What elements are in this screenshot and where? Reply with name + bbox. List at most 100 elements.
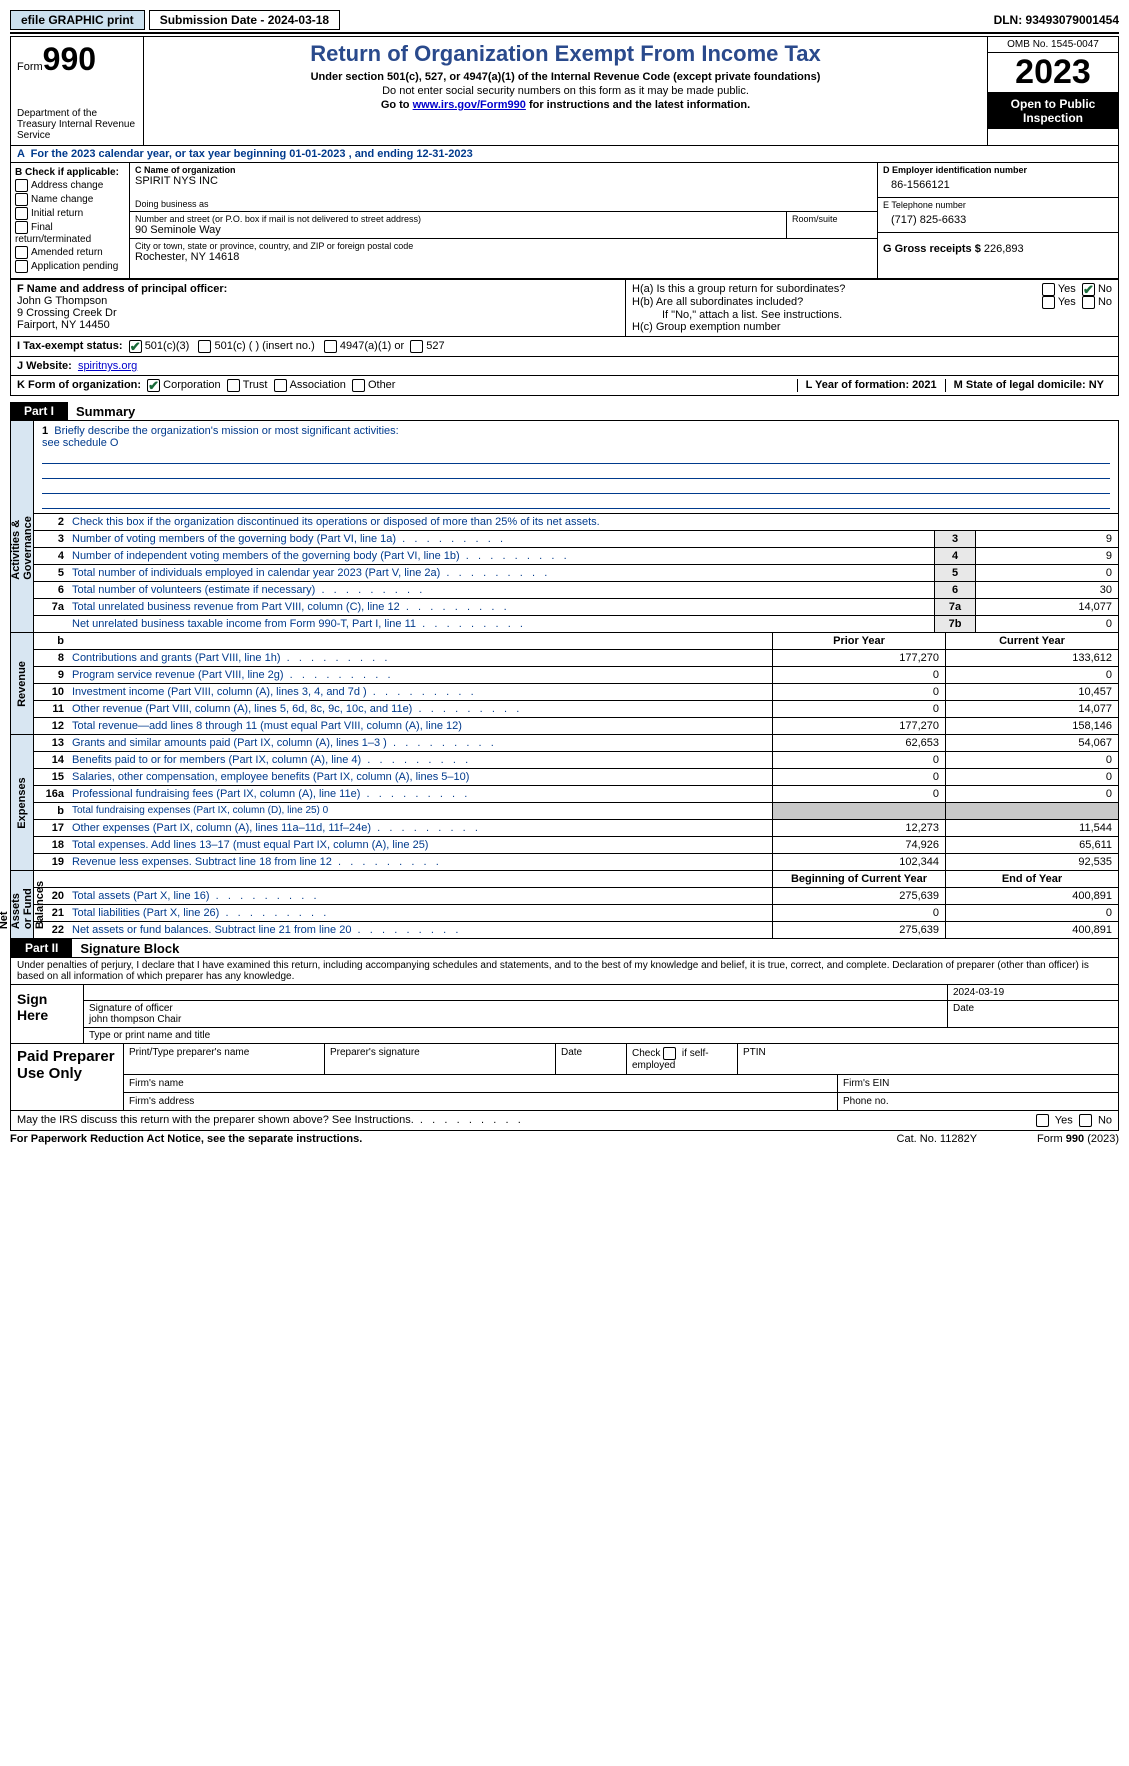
cy15: 0	[945, 769, 1118, 785]
efile-print-button[interactable]: efile GRAPHIC print	[10, 10, 145, 30]
n9: 9	[34, 667, 68, 683]
paid-preparer-block: Paid Preparer Use Only Print/Type prepar…	[10, 1044, 1119, 1111]
t12: Total revenue—add lines 8 through 11 (mu…	[68, 718, 772, 734]
line-a-taxyear: A For the 2023 calendar year, or tax yea…	[10, 146, 1119, 163]
entity-block: B Check if applicable: Address change Na…	[10, 163, 1119, 279]
summary-governance: Activities & Governance 1 Briefly descri…	[10, 420, 1119, 633]
t7b: Net unrelated business taxable income fr…	[68, 616, 934, 632]
chk-ha-yes[interactable]	[1042, 283, 1055, 296]
v7b: 0	[975, 616, 1118, 632]
chk-self-employed[interactable]	[663, 1047, 676, 1060]
chk-assoc[interactable]	[274, 379, 287, 392]
t17: Other expenses (Part IX, column (A), lin…	[68, 820, 772, 836]
chk-hb-yes[interactable]	[1042, 296, 1055, 309]
n12: 12	[34, 718, 68, 734]
chk-final-return[interactable]	[15, 221, 28, 234]
chk-app-pending[interactable]	[15, 260, 28, 273]
k-label: K Form of organization:	[17, 379, 141, 392]
chk-name-change[interactable]	[15, 193, 28, 206]
n19: 19	[34, 854, 68, 870]
b7a: 7a	[934, 599, 975, 615]
cy12: 158,146	[945, 718, 1118, 734]
mission-n: 1	[42, 425, 48, 437]
phone-value: (717) 825-6633	[883, 210, 1113, 230]
cy14: 0	[945, 752, 1118, 768]
t6: Total number of volunteers (estimate if …	[68, 582, 934, 598]
website-link[interactable]: spiritnys.org	[78, 360, 137, 372]
website-label: J Website:	[17, 360, 72, 372]
year-formation: L Year of formation: 2021	[797, 379, 945, 392]
cy21: 0	[945, 905, 1118, 921]
chk-other[interactable]	[352, 379, 365, 392]
form-header: Form990 Department of the Treasury Inter…	[10, 36, 1119, 146]
chk-501c[interactable]	[198, 340, 211, 353]
b5: 5	[934, 565, 975, 581]
chk-527[interactable]	[410, 340, 423, 353]
chk-501c3[interactable]	[129, 340, 142, 353]
chk-4947[interactable]	[324, 340, 337, 353]
lbl-501c: 501(c) ( ) (insert no.)	[214, 340, 314, 353]
n13: 13	[34, 735, 68, 751]
t7a: Total unrelated business revenue from Pa…	[68, 599, 934, 615]
city-state-zip: Rochester, NY 14618	[135, 251, 872, 263]
officer-h-block: F Name and address of principal officer:…	[10, 279, 1119, 337]
n18: 18	[34, 837, 68, 853]
lbl-other: Other	[368, 379, 396, 392]
discuss-row: May the IRS discuss this return with the…	[10, 1111, 1119, 1131]
ein-value: 86-1566121	[883, 175, 1113, 195]
perjury-declaration: Under penalties of perjury, I declare th…	[11, 958, 1118, 985]
omb-number: OMB No. 1545-0047	[988, 37, 1118, 53]
py8: 177,270	[772, 650, 945, 666]
vtab-governance: Activities & Governance	[10, 474, 34, 580]
chk-hb-no[interactable]	[1082, 296, 1095, 309]
t22: Net assets or fund balances. Subtract li…	[68, 922, 772, 938]
k-org-row: K Form of organization: Corporation Trus…	[10, 376, 1119, 396]
lbl-501c3: 501(c)(3)	[145, 340, 190, 353]
py19: 102,344	[772, 854, 945, 870]
t19: Revenue less expenses. Subtract line 18 …	[68, 854, 772, 870]
n5: 5	[34, 565, 68, 581]
py9: 0	[772, 667, 945, 683]
lbl-4947: 4947(a)(1) or	[340, 340, 404, 353]
irs-link[interactable]: www.irs.gov/Form990	[413, 99, 526, 111]
goto-pre: Go to	[381, 99, 413, 111]
firm-ein-label: Firm's EIN	[838, 1075, 1118, 1092]
gross-receipts-value: 226,893	[984, 243, 1024, 255]
chk-corp[interactable]	[147, 379, 160, 392]
sign-date-label: Date	[948, 1001, 1118, 1027]
cy16b	[945, 803, 1118, 819]
t13: Grants and similar amounts paid (Part IX…	[68, 735, 772, 751]
chk-ha-no[interactable]	[1082, 283, 1095, 296]
t9: Program service revenue (Part VIII, line…	[68, 667, 772, 683]
chk-trust[interactable]	[227, 379, 240, 392]
prep-ptin-label: PTIN	[738, 1044, 1118, 1074]
chk-discuss-yes[interactable]	[1036, 1114, 1049, 1127]
n17: 17	[34, 820, 68, 836]
org-name: SPIRIT NYS INC	[135, 175, 872, 187]
n4: 4	[34, 548, 68, 564]
cy9: 0	[945, 667, 1118, 683]
n10: 10	[34, 684, 68, 700]
state-domicile: M State of legal domicile: NY	[945, 379, 1112, 392]
hdr-current-year: Current Year	[945, 633, 1118, 649]
py16b	[772, 803, 945, 819]
vtab-revenue: Revenue	[16, 661, 28, 707]
chk-discuss-no[interactable]	[1079, 1114, 1092, 1127]
chk-amended[interactable]	[15, 246, 28, 259]
summary-netassets: Net Assets or Fund Balances Beginning of…	[10, 871, 1119, 939]
lbl-assoc: Association	[290, 379, 346, 392]
page-footer: For Paperwork Reduction Act Notice, see …	[10, 1133, 1119, 1145]
box-b: B Check if applicable: Address change Na…	[11, 163, 130, 278]
chk-address-change[interactable]	[15, 179, 28, 192]
lbl-initial-return: Initial return	[31, 208, 83, 219]
py18: 74,926	[772, 837, 945, 853]
prep-name-label: Print/Type preparer's name	[124, 1044, 325, 1074]
submission-date-box: Submission Date - 2024-03-18	[149, 10, 340, 30]
py13: 62,653	[772, 735, 945, 751]
vtab-expenses: Expenses	[16, 777, 28, 828]
py16a: 0	[772, 786, 945, 802]
chk-initial-return[interactable]	[15, 207, 28, 220]
ha-label: H(a) Is this a group return for subordin…	[632, 283, 1042, 296]
paperwork-notice: For Paperwork Reduction Act Notice, see …	[10, 1133, 362, 1145]
status-label: I Tax-exempt status:	[17, 340, 123, 353]
